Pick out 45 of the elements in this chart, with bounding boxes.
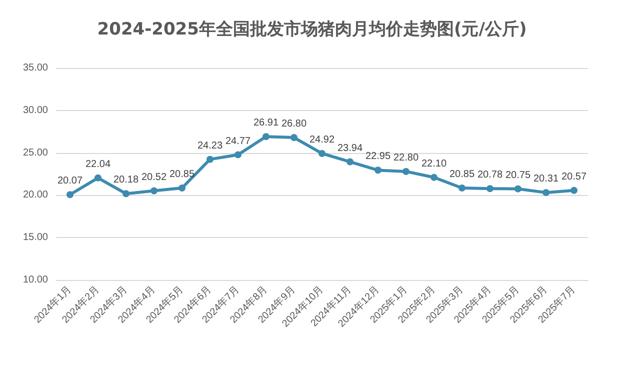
point — [94, 174, 102, 182]
point — [150, 187, 158, 194]
point — [570, 186, 578, 194]
point — [178, 184, 186, 192]
data-label: 20.52 — [141, 172, 167, 183]
point — [458, 184, 466, 192]
data-label: 22.04 — [85, 158, 111, 170]
point — [374, 166, 382, 174]
data-label: 20.31 — [533, 174, 559, 185]
point — [542, 189, 550, 196]
data-label: 24.77 — [225, 136, 251, 147]
point — [430, 174, 438, 181]
data-label: 20.07 — [57, 176, 83, 187]
data-label: 20.78 — [477, 170, 503, 181]
data-label: 20.85 — [169, 168, 195, 180]
data-label: 22.95 — [365, 151, 391, 162]
point — [234, 151, 242, 158]
data-label: 20.18 — [113, 174, 139, 186]
data-label: 24.92 — [309, 134, 335, 146]
y-tick-label: 10.00 — [22, 274, 48, 286]
point — [318, 150, 326, 157]
data-label: 20.85 — [449, 168, 475, 180]
y-tick-label: 25.00 — [22, 147, 48, 158]
data-label: 26.80 — [281, 118, 307, 130]
data-label: 24.23 — [197, 140, 223, 152]
data-label: 22.80 — [393, 152, 419, 164]
y-tick-label: 30.00 — [22, 104, 48, 116]
data-label: 23.94 — [337, 142, 363, 154]
chart-title: 2024-2025年全国批发市场猪肉月均价走势图(元/公斤) — [97, 20, 527, 40]
data-label: 20.75 — [505, 170, 531, 181]
data-label: 20.57 — [561, 171, 587, 182]
y-tick-label: 15.00 — [22, 232, 48, 244]
point — [206, 156, 214, 163]
point — [346, 158, 354, 166]
point — [66, 191, 74, 198]
data-label: 26.91 — [253, 118, 279, 129]
point — [122, 190, 130, 198]
data-label: 22.10 — [421, 158, 447, 170]
y-tick-label: 20.00 — [22, 190, 48, 201]
y-tick-label: 35.00 — [22, 62, 48, 74]
point — [514, 185, 522, 192]
point — [486, 185, 494, 192]
point — [262, 133, 270, 140]
point — [290, 134, 298, 142]
point — [402, 168, 410, 175]
